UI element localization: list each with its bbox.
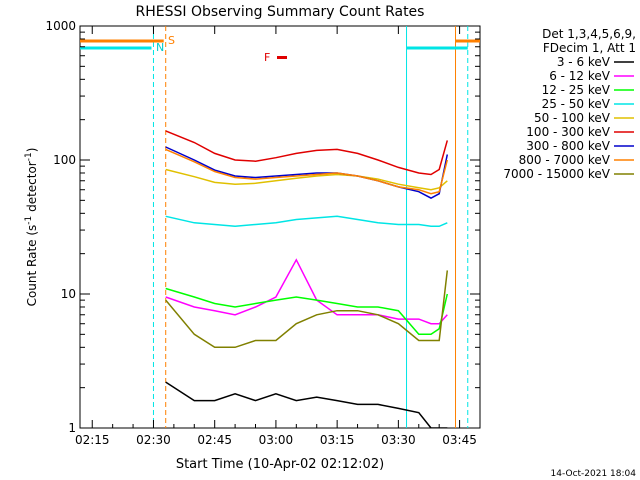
legend-label-12-25-kev: 12 - 25 keV	[542, 83, 611, 97]
legend-label-300-800-kev: 300 - 800 keV	[526, 139, 610, 153]
series-line-25-50-kev	[165, 215, 448, 228]
legend: Det 1,3,4,5,6,9, FDecim 1, Att 1 3 - 6 k…	[503, 27, 636, 181]
x-tick-label: 03:30	[381, 433, 416, 447]
legend-label-6-12-kev: 6 - 12 keV	[549, 69, 611, 83]
footer-date: 14-Oct-2021 18:04	[551, 469, 637, 479]
y-tick-label: 100	[53, 153, 76, 167]
series-line-100-300-kev	[165, 130, 449, 176]
series-line-6-12-kev	[165, 258, 448, 325]
flare-marker	[277, 56, 287, 59]
y-axis: 1 10 100 1000	[45, 19, 480, 435]
series-line-50-100-kev	[165, 168, 448, 191]
x-axis: 02:15 02:30 02:45 03:00 03:15 03:30 03:45	[75, 26, 481, 447]
series-line-7000-15000-kev	[165, 270, 449, 349]
x-tick-label: 02:15	[75, 433, 110, 447]
x-tick-label: 03:15	[320, 433, 355, 447]
series-line-3-6-kev	[165, 381, 448, 428]
y-tick-label: 1000	[45, 19, 76, 33]
x-tick-label: 02:30	[136, 433, 171, 447]
plot-frame	[79, 25, 481, 429]
legend-label-3-6-kev: 3 - 6 keV	[557, 55, 611, 69]
legend-header-line-1: Det 1,3,4,5,6,9,	[542, 27, 636, 41]
legend-label-50-100-kev: 50 - 100 keV	[534, 111, 611, 125]
legend-label-100-300-kev: 100 - 300 keV	[526, 125, 610, 139]
series-line-300-800-kev	[165, 146, 449, 199]
legend-label-25-50-kev: 25 - 50 keV	[542, 97, 611, 111]
chart-title: RHESSI Observing Summary Count Rates	[136, 4, 425, 20]
x-tick-label: 03:00	[259, 433, 294, 447]
legend-header-line-2: FDecim 1, Att 1	[543, 41, 636, 55]
y-tick-label: 10	[61, 287, 76, 301]
annotation-f: F	[264, 51, 270, 64]
legend-label-7000-15000-kev: 7000 - 15000 keV	[503, 167, 610, 181]
x-axis-label: Start Time (10-Apr-02 02:12:02)	[176, 457, 384, 472]
annotation-layer: S N F	[156, 34, 287, 64]
annotation-s: S	[168, 34, 175, 47]
overlay-layer	[80, 26, 480, 428]
series-line-12-25-kev	[165, 287, 449, 336]
x-tick-label: 02:45	[197, 433, 232, 447]
annotation-n: N	[156, 41, 164, 54]
series-line-800-7000-kev	[165, 148, 449, 195]
legend-label-800-7000-kev: 800 - 7000 keV	[519, 153, 611, 167]
x-tick-label: 03:45	[442, 433, 477, 447]
y-tick-label: 1	[68, 421, 76, 435]
y-axis-label: Count Rate (s-1 detector-1)	[24, 148, 39, 307]
series-layer	[165, 130, 449, 428]
